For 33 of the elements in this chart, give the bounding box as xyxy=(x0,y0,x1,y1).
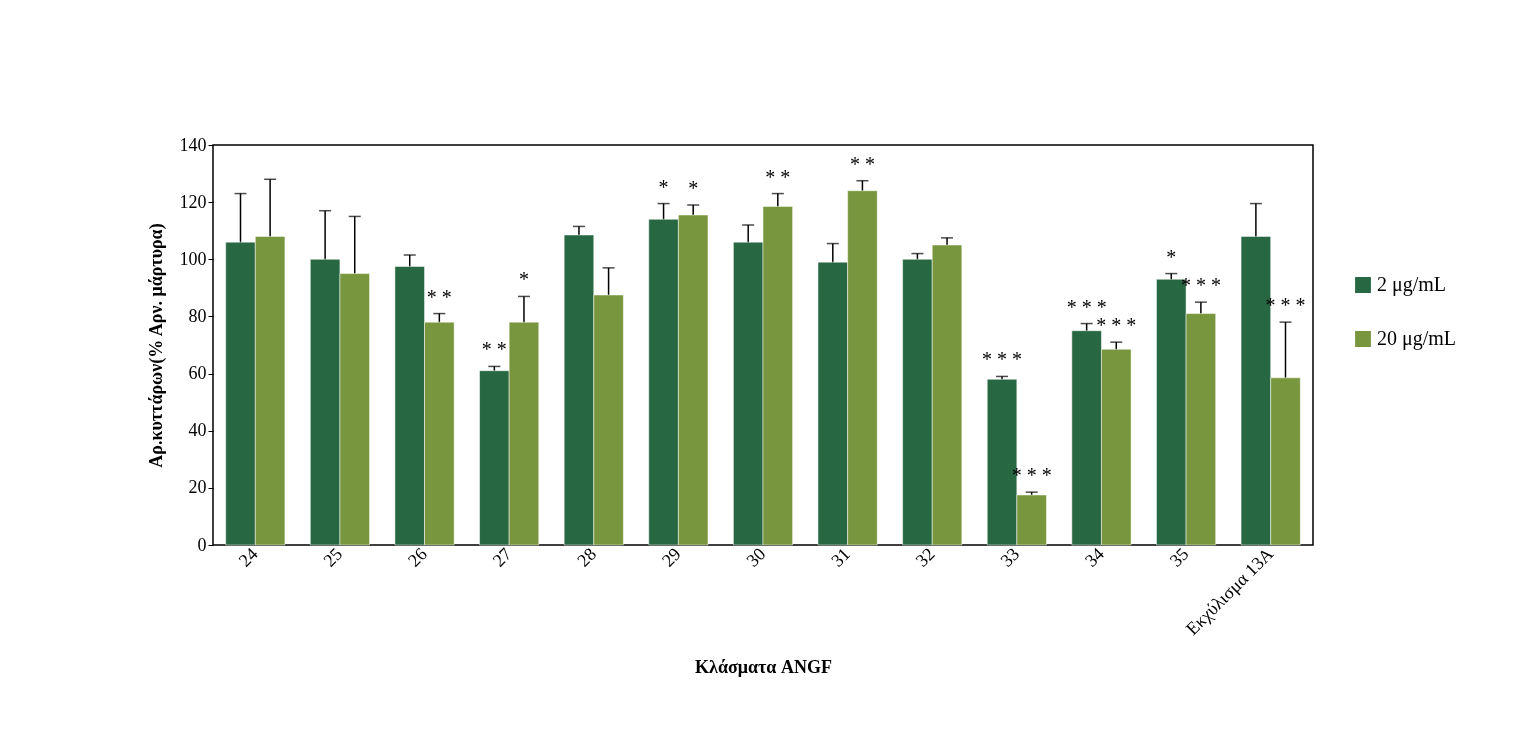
y-tick-label: 20 xyxy=(188,477,207,498)
y-tick-label: 120 xyxy=(179,191,207,212)
y-tick-label: 80 xyxy=(188,305,207,326)
x-tick-label: 28 xyxy=(573,543,601,571)
x-tick-label: 33 xyxy=(996,543,1024,571)
x-tick-label: 25 xyxy=(319,543,347,571)
data-label: * xyxy=(1166,245,1177,268)
x-tick-label: 30 xyxy=(742,543,770,571)
data-label: * * xyxy=(849,152,875,175)
y-axis-title: Αρ.κυττάρων(% Αρν. μάρτυρα) xyxy=(145,223,167,468)
y-tick-label: 100 xyxy=(179,248,207,269)
x-tick-label: 26 xyxy=(404,543,431,571)
x-tick-label: 24 xyxy=(234,543,262,571)
y-tick-label: 60 xyxy=(188,363,207,384)
data-label: * * * xyxy=(982,348,1023,371)
data-label: * * xyxy=(765,165,791,188)
x-tick-label: 32 xyxy=(911,543,939,571)
legend-label: 20 μg/mL xyxy=(1377,327,1457,350)
x-axis-title: Κλάσματα ANGF xyxy=(695,656,832,677)
y-tick-label: 140 xyxy=(179,134,207,155)
x-tick-label: 31 xyxy=(827,543,854,571)
data-label: * * xyxy=(426,285,452,308)
x-tick-label: 27 xyxy=(488,543,516,571)
x-tick-label: 29 xyxy=(657,543,685,571)
x-tick-label: 35 xyxy=(1165,543,1193,571)
data-label: * * xyxy=(481,338,507,361)
data-label: * xyxy=(518,268,529,291)
y-tick-label: 0 xyxy=(197,534,207,555)
data-label: * xyxy=(658,175,669,198)
x-tick-label: 34 xyxy=(1080,543,1108,571)
y-tick-label: 40 xyxy=(188,420,207,441)
data-label: * xyxy=(688,177,699,199)
legend-label: 2 μg/mL xyxy=(1377,273,1447,296)
